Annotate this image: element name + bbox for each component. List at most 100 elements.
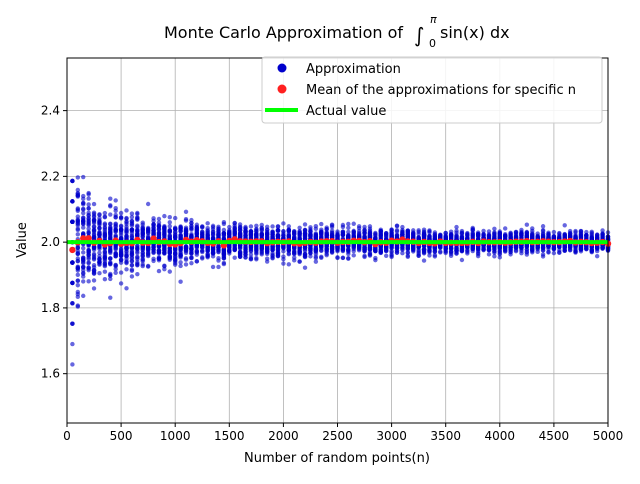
approximation-point: [124, 261, 128, 265]
approximation-point: [76, 175, 80, 179]
approximation-point: [324, 252, 328, 256]
approximation-point: [584, 247, 588, 251]
approximation-point: [362, 234, 366, 238]
approximation-point: [319, 230, 323, 234]
approximation-point: [135, 216, 139, 220]
approximation-point: [130, 222, 134, 226]
approximation-point: [113, 244, 117, 248]
approximation-point: [119, 249, 123, 253]
approximation-point: [346, 256, 350, 260]
approximation-point: [335, 256, 339, 260]
approximation-point: [70, 301, 74, 305]
approximation-point: [297, 226, 301, 230]
approximation-point: [76, 251, 80, 255]
approximation-point: [233, 227, 237, 231]
approximation-point: [476, 251, 480, 255]
approximation-point: [189, 246, 193, 250]
approximation-point: [552, 251, 556, 255]
approximation-point: [130, 267, 134, 271]
approximation-point: [184, 251, 188, 255]
approximation-point: [335, 231, 339, 235]
approximation-point: [281, 221, 285, 225]
approximation-point: [113, 209, 117, 213]
approximation-point: [189, 251, 193, 255]
approximation-point: [395, 251, 399, 255]
approximation-point: [92, 228, 96, 232]
approximation-point: [389, 250, 393, 254]
approximation-point: [406, 231, 410, 235]
approximation-point: [76, 259, 80, 263]
approximation-point: [108, 197, 112, 201]
approximation-point: [260, 223, 264, 227]
approximation-point: [146, 249, 150, 253]
approximation-point: [81, 225, 85, 229]
approximation-point: [573, 233, 577, 237]
approximation-point: [471, 249, 475, 253]
approximation-point: [362, 230, 366, 234]
approximation-point: [368, 230, 372, 234]
approximation-point: [546, 232, 550, 236]
approximation-point: [141, 254, 145, 258]
approximation-point: [373, 258, 377, 262]
approximation-point: [168, 250, 172, 254]
approximation-point: [270, 229, 274, 233]
approximation-point: [205, 221, 209, 225]
approximation-point: [119, 216, 123, 220]
approximation-point: [178, 229, 182, 233]
approximation-point: [254, 256, 258, 260]
approximation-point: [81, 250, 85, 254]
approximation-point: [541, 224, 545, 228]
approximation-point: [113, 215, 117, 219]
approximation-point: [76, 232, 80, 236]
approximation-point: [168, 224, 172, 228]
approximation-point: [178, 247, 182, 251]
approximation-point: [146, 230, 150, 234]
approximation-point: [76, 246, 80, 250]
approximation-point: [184, 262, 188, 266]
approximation-point: [92, 202, 96, 206]
approximation-point: [265, 259, 269, 263]
approximation-point: [552, 230, 556, 234]
approximation-point: [130, 233, 134, 237]
approximation-point: [362, 225, 366, 229]
approximation-point: [157, 231, 161, 235]
approximation-point: [525, 223, 529, 227]
approximation-point: [135, 272, 139, 276]
approximation-point: [352, 222, 356, 226]
approximation-point: [254, 227, 258, 231]
approximation-point: [97, 271, 101, 275]
approximation-point: [530, 226, 534, 230]
approximation-point: [444, 251, 448, 255]
approximation-point: [535, 235, 539, 239]
approximation-point: [200, 250, 204, 254]
approximation-point: [330, 247, 334, 251]
approximation-point: [76, 194, 80, 198]
approximation-point: [135, 227, 139, 231]
approximation-point: [189, 261, 193, 265]
approximation-point: [103, 262, 107, 266]
approximation-point: [233, 256, 237, 260]
approximation-point: [379, 247, 383, 251]
approximation-point: [124, 253, 128, 257]
approximation-point: [200, 245, 204, 249]
approximation-point: [238, 251, 242, 255]
approximation-point: [184, 256, 188, 260]
approximation-point: [379, 233, 383, 237]
approximation-point: [254, 245, 258, 249]
approximation-point: [281, 261, 285, 265]
approximation-point: [168, 254, 172, 258]
approximation-point: [70, 199, 74, 203]
approximation-point: [514, 248, 518, 252]
approximation-point: [314, 234, 318, 238]
approximation-point: [97, 263, 101, 267]
approximation-point: [222, 232, 226, 236]
approximation-point: [70, 362, 74, 366]
approximation-point: [471, 227, 475, 231]
approximation-point: [530, 245, 534, 249]
approximation-point: [411, 248, 415, 252]
approximation-point: [476, 232, 480, 236]
approximation-point: [373, 231, 377, 235]
approximation-point: [205, 233, 209, 237]
approximation-point: [341, 256, 345, 260]
approximation-point: [438, 249, 442, 253]
